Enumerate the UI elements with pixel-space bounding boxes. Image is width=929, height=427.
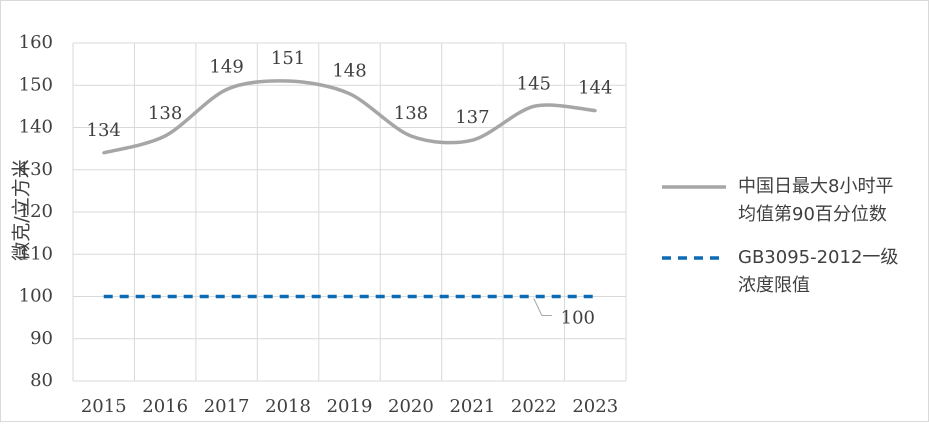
y-tick-label: 160 xyxy=(19,32,53,53)
data-point xyxy=(595,296,596,297)
y-tick-label: 80 xyxy=(30,370,53,391)
data-point xyxy=(593,109,597,113)
x-tick-label: 2021 xyxy=(449,396,495,417)
x-tick-label: 2016 xyxy=(142,396,188,417)
data-label: 145 xyxy=(517,73,551,94)
y-tick-label: 120 xyxy=(19,201,53,222)
x-tick-label: 2022 xyxy=(511,396,557,417)
label-leader-line xyxy=(533,298,552,316)
legend-label-limit: 浓度限值 xyxy=(738,275,810,296)
data-point xyxy=(532,104,536,108)
data-point xyxy=(225,87,229,91)
data-label: 134 xyxy=(87,120,121,141)
data-point xyxy=(103,296,104,297)
data-point xyxy=(348,92,351,96)
data-point xyxy=(472,296,473,297)
y-tick-label: 100 xyxy=(19,286,53,307)
y-axis-ticks: 80 90 100 110 120 130 140 150 160 xyxy=(19,32,53,391)
x-tick-label: 2015 xyxy=(81,396,127,417)
y-tick-label: 110 xyxy=(19,243,53,264)
data-point xyxy=(226,296,227,297)
data-point xyxy=(533,296,534,297)
legend-label-ozone-p90: 中国日最大8小时平 xyxy=(738,176,893,197)
legend-label-limit: GB3095-2012一级 xyxy=(738,247,898,268)
y-tick-label: 130 xyxy=(19,159,53,180)
grid xyxy=(72,42,627,382)
data-label: 138 xyxy=(394,103,428,124)
x-tick-label: 2017 xyxy=(204,396,250,417)
legend-label-ozone-p90: 均值第90百分位数 xyxy=(738,204,887,225)
data-point xyxy=(410,296,411,297)
y-axis-label: 微克/立方米 xyxy=(11,159,33,260)
data-point xyxy=(288,296,289,297)
y-tick-label: 140 xyxy=(19,117,53,138)
x-tick-label: 2019 xyxy=(327,396,373,417)
data-label: 151 xyxy=(271,48,305,69)
data-label: 144 xyxy=(578,78,612,99)
x-tick-label: 2020 xyxy=(388,396,434,417)
x-tick-label: 2018 xyxy=(265,396,311,417)
data-point xyxy=(409,134,413,138)
limit-data-label: 100 xyxy=(561,308,595,329)
data-point xyxy=(349,296,350,297)
x-axis-ticks: 2015 2016 2017 2018 2019 2020 2021 2022 2023 xyxy=(81,396,618,417)
series xyxy=(102,79,597,299)
data-point xyxy=(163,134,167,138)
x-tick-label: 2023 xyxy=(572,396,618,417)
data-point xyxy=(165,296,166,297)
data-point xyxy=(286,79,290,83)
data-point xyxy=(470,138,474,142)
data-labels: 134 138 149 151 148 138 137 145 144 100 xyxy=(87,48,613,328)
data-label: 148 xyxy=(332,61,366,82)
y-tick-label: 150 xyxy=(19,74,53,95)
data-point xyxy=(102,151,106,155)
y-tick-label: 90 xyxy=(30,328,53,349)
data-label: 137 xyxy=(455,107,489,128)
data-label: 138 xyxy=(148,103,182,124)
data-label: 149 xyxy=(209,56,243,77)
